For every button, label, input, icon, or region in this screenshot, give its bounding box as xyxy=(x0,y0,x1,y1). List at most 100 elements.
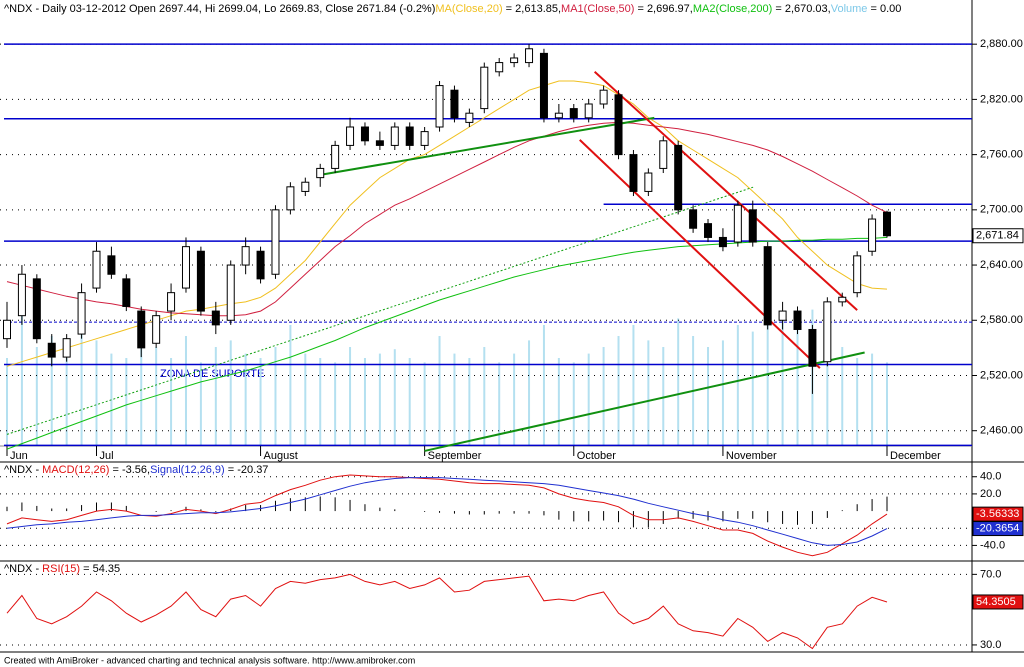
candle-body xyxy=(644,172,653,192)
indicator-line xyxy=(6,573,888,650)
volume-bar xyxy=(528,340,531,446)
volume-bar xyxy=(662,347,665,446)
volume-bar xyxy=(617,336,620,446)
y-tick-label: 30.0 xyxy=(980,639,1001,651)
volume-bar xyxy=(423,362,426,446)
x-tick-label: Jun xyxy=(10,450,28,462)
volume-bar xyxy=(468,358,471,446)
trend-line xyxy=(593,71,858,311)
trend-line xyxy=(6,186,755,435)
candle-body xyxy=(689,209,698,229)
volume-bar xyxy=(363,358,366,446)
volume-bar xyxy=(80,325,83,446)
candle-body xyxy=(360,126,369,142)
candle-body xyxy=(584,103,593,119)
volume-bar xyxy=(841,347,844,446)
volume-bar xyxy=(453,353,456,446)
volume-bar xyxy=(184,336,187,446)
candle-body xyxy=(167,292,176,312)
candle-body xyxy=(718,236,727,248)
y-tick-label: 2,880.00 xyxy=(980,38,1023,50)
candle-body xyxy=(77,292,86,335)
x-tick-label: September xyxy=(428,450,482,462)
legend-name: MACD(12,26) xyxy=(42,464,109,476)
trend-line xyxy=(579,139,821,369)
volume-bar xyxy=(647,340,650,446)
volume-bar xyxy=(244,353,247,446)
x-tick-label: December xyxy=(890,450,941,462)
title: ^NDX - Daily 03-12-2012 Open 2697.44, Hi… xyxy=(4,3,435,15)
legend-name: Signal(12,26,9) xyxy=(150,464,225,476)
volume-bar xyxy=(557,358,560,446)
volume-bar xyxy=(140,331,143,446)
volume-bar xyxy=(587,353,590,446)
x-tick-label: Jul xyxy=(99,450,113,462)
volume-bar xyxy=(826,336,829,446)
candle-body xyxy=(883,211,891,237)
symbol: ^NDX - xyxy=(4,464,42,476)
candle-body xyxy=(793,310,802,330)
legend-value: = 2,613.85, xyxy=(503,3,561,15)
candle-body xyxy=(510,57,519,64)
legend-value: = 2,696.97, xyxy=(634,3,692,15)
candle-body xyxy=(331,144,340,169)
candle-body xyxy=(390,126,399,146)
volume-bar xyxy=(632,325,635,446)
candle-body xyxy=(152,315,161,344)
y-tick-label: 2,700.00 xyxy=(980,204,1023,216)
volume-bar xyxy=(766,314,769,446)
candle-body xyxy=(256,250,265,280)
candle-body xyxy=(823,301,832,363)
y-tick-label: 70.0 xyxy=(980,568,1001,580)
volume-bar xyxy=(334,362,337,446)
volume-bar xyxy=(781,318,784,446)
volume-bar xyxy=(856,358,859,446)
volume-bar xyxy=(259,358,262,446)
candle-body xyxy=(450,89,459,119)
candle-body xyxy=(346,126,355,146)
candle-body xyxy=(539,52,548,119)
indicator-line xyxy=(6,474,888,557)
volume-bar xyxy=(170,358,173,446)
y-tick-label: 2,580.00 xyxy=(980,314,1023,326)
value-box xyxy=(972,521,1024,537)
y-tick-label: 2,520.00 xyxy=(980,369,1023,381)
legend-value: = 0.00 xyxy=(867,3,901,15)
volume-bar xyxy=(513,353,516,446)
value-box-label: -3.56333 xyxy=(976,508,1019,520)
volume-bar xyxy=(214,347,217,446)
volume-bar xyxy=(498,362,501,446)
candle-body xyxy=(838,296,847,303)
legend-name: Volume xyxy=(831,3,868,15)
volume-bar xyxy=(542,325,545,446)
volume-bar xyxy=(871,353,874,446)
legend-value: = -20.37 xyxy=(225,464,269,476)
volume-bar xyxy=(125,358,128,446)
candle-body xyxy=(92,250,101,289)
x-tick-label: November xyxy=(726,450,777,462)
legend-name: MA1(Close,50) xyxy=(561,3,634,15)
legend-value: = 54.35 xyxy=(80,563,120,575)
panel-header: ^NDX - RSI(15) = 54.35 xyxy=(4,563,120,575)
x-tick-label: October xyxy=(577,450,616,462)
volume-bar xyxy=(349,347,352,446)
moving-average xyxy=(6,236,888,450)
candle-body xyxy=(495,62,504,73)
legend-name: RSI(15) xyxy=(42,563,80,575)
candle-body xyxy=(435,85,444,128)
volume-bar xyxy=(677,318,680,446)
volume-bar xyxy=(229,340,232,446)
candle-body xyxy=(301,181,310,192)
candle-body xyxy=(241,246,250,266)
footer: Created with AmiBroker - advanced charti… xyxy=(4,655,415,665)
value-box-label: -20.3654 xyxy=(976,522,1019,534)
candle-body xyxy=(107,255,116,275)
volume-bar xyxy=(707,347,710,446)
y-tick-label: 2,760.00 xyxy=(980,149,1023,161)
moving-average xyxy=(6,121,888,317)
candle-body xyxy=(32,278,41,340)
candle-body xyxy=(599,89,608,105)
y-tick-label: 20.0 xyxy=(980,488,1001,500)
